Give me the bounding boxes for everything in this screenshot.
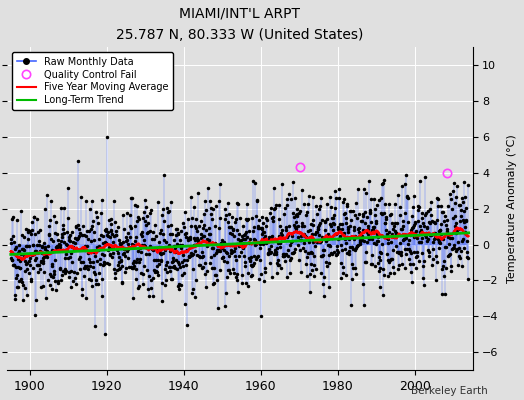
Title: MIAMI/INT'L ARPT
25.787 N, 80.333 W (United States): MIAMI/INT'L ARPT 25.787 N, 80.333 W (Uni… — [116, 7, 364, 42]
Legend: Raw Monthly Data, Quality Control Fail, Five Year Moving Average, Long-Term Tren: Raw Monthly Data, Quality Control Fail, … — [12, 52, 173, 110]
Y-axis label: Temperature Anomaly (°C): Temperature Anomaly (°C) — [507, 134, 517, 283]
Text: Berkeley Earth: Berkeley Earth — [411, 386, 487, 396]
